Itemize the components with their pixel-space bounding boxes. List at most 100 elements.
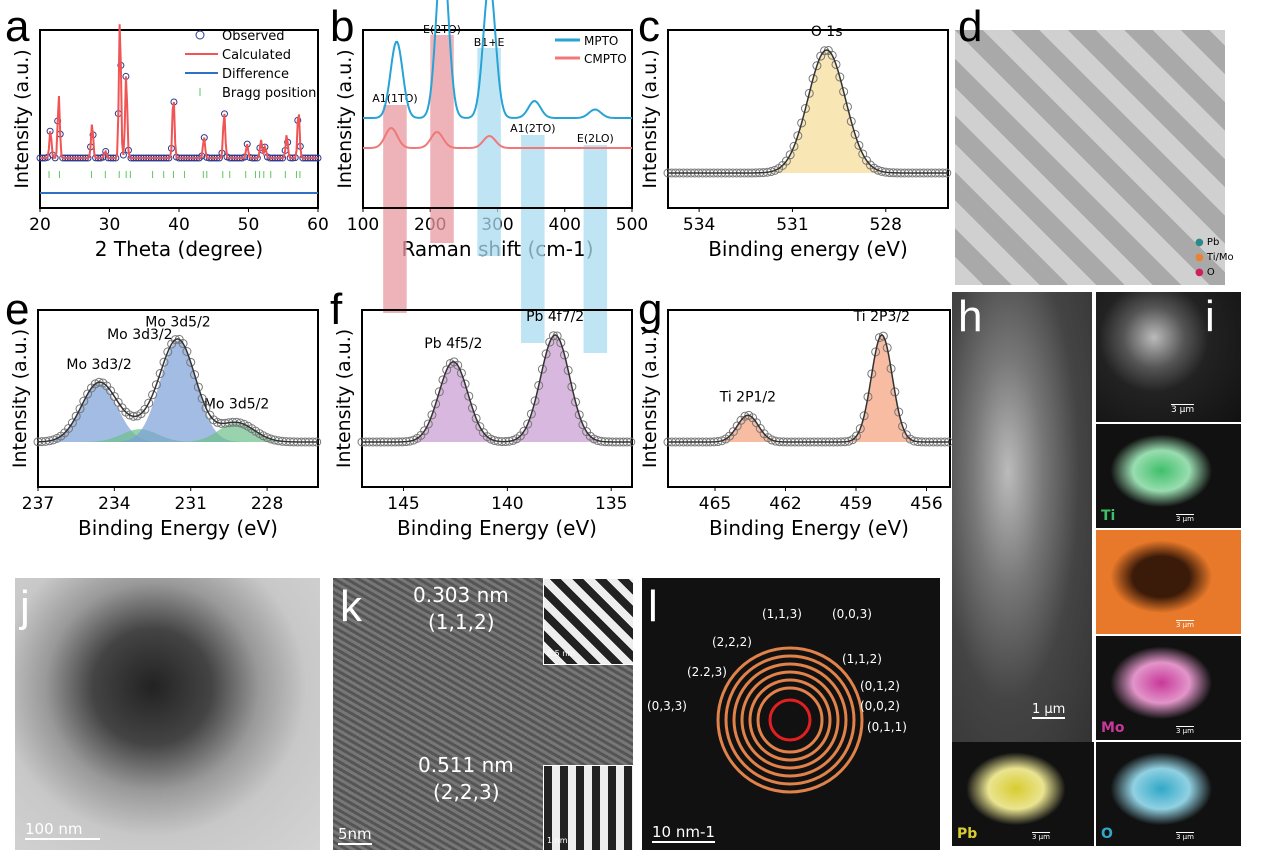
- data-point: [537, 364, 547, 374]
- data-point: [854, 140, 864, 150]
- panel-label-k: k: [340, 582, 362, 631]
- x-tick-label: 528: [870, 215, 902, 235]
- data-point: [839, 87, 849, 97]
- data-point: [560, 350, 569, 360]
- data-point: [812, 61, 822, 71]
- panel-label-j: j: [20, 582, 30, 631]
- element-label: O: [1101, 826, 1113, 842]
- peak-fill: [165, 422, 308, 442]
- data-point: [193, 382, 203, 392]
- data-point: [894, 407, 904, 417]
- scale-bar-l: 10 nm-1: [652, 823, 715, 843]
- legend-label: Observed: [222, 29, 285, 44]
- peak-fill: [395, 361, 512, 442]
- x-tick-label: 135: [595, 494, 627, 514]
- plot-frame: [667, 309, 951, 488]
- data-point: [846, 116, 856, 126]
- x-tick-label: 50: [238, 215, 260, 235]
- x-tick-label: 237: [22, 494, 54, 514]
- y-axis-label: Intensity (a.u.): [11, 49, 33, 188]
- data-point: [420, 426, 430, 436]
- band-label: A1(1TO): [372, 92, 417, 105]
- data-point: [800, 104, 810, 114]
- y-axis-label: Intensity (a.u.): [9, 329, 31, 468]
- peak-label: O 1s: [811, 24, 843, 40]
- eds-map-O: O 3 μm: [1096, 742, 1241, 846]
- data-point: [556, 338, 566, 348]
- sem-image: 1 μm: [952, 292, 1092, 742]
- data-point: [523, 419, 533, 429]
- panel-label-l: l: [648, 582, 658, 631]
- panel-label-e: e: [5, 285, 30, 334]
- data-point: [163, 347, 173, 357]
- series-line-CMPTO: [362, 126, 632, 149]
- legend-label: Calculated: [222, 48, 291, 63]
- chart-b: 100200300400500Raman shift (cm-1)Intensi…: [334, 0, 648, 353]
- peak-label: Pb 4f5/2: [424, 336, 482, 352]
- peak-label: Mo 3d3/2: [66, 357, 131, 373]
- data-point: [460, 379, 470, 389]
- ring-label: (0,3,3): [647, 699, 687, 713]
- data-point: [67, 418, 77, 428]
- x-axis-label: Binding Energy (eV): [78, 516, 278, 540]
- scale-bar: 3 μm: [1176, 726, 1194, 735]
- data-point: [471, 413, 481, 423]
- data-point: [201, 403, 211, 413]
- panel-label-d: d: [958, 2, 983, 51]
- scale-bar: 3 μm: [1176, 514, 1194, 523]
- x-axis-label: Binding Energy (eV): [397, 516, 597, 540]
- chart-a: 20 30 40 50 60 2 Theta (degree) Intensity (a.u…: [11, 24, 329, 261]
- eds-sem-tile: 3 μm: [1096, 292, 1241, 422]
- diffraction-ring: [716, 646, 864, 794]
- ring-label: (0,0,2): [860, 699, 900, 713]
- ring-label: (2.2,3): [687, 665, 727, 679]
- data-point: [526, 409, 536, 419]
- x-tick-label: 40: [168, 215, 190, 235]
- scale-bar: 3 μm: [1176, 832, 1194, 841]
- band-label: E(2LO): [577, 132, 614, 145]
- peak-label: Ti 2P3/2: [853, 309, 910, 325]
- data-point: [94, 377, 104, 387]
- plot-frame: [361, 309, 633, 488]
- diffraction-ring: [756, 686, 824, 754]
- plane-1: (1,1,2): [428, 610, 495, 634]
- diffraction-ring: [748, 678, 832, 762]
- data-point: [593, 436, 603, 446]
- data-point: [186, 357, 196, 367]
- data-point: [808, 74, 818, 84]
- scale-bar-h: 1 μm: [1032, 702, 1066, 719]
- data-point: [151, 380, 161, 390]
- peak-fill: [497, 335, 614, 442]
- legend-timo: Ti/Mo: [1206, 252, 1234, 263]
- data-point: [159, 357, 169, 367]
- scale-bar-k: 5nm: [338, 825, 372, 845]
- data-point: [490, 436, 500, 446]
- scale-bar-i: 3 μm: [1171, 404, 1195, 415]
- d-spacing-2: 0.511 nm: [418, 753, 514, 777]
- plane-2: (2,2,3): [433, 780, 500, 804]
- data-point: [464, 391, 474, 401]
- data-point: [831, 59, 841, 69]
- eds-map-Ti: Ti 3 μm: [1096, 424, 1241, 528]
- data-point: [717, 436, 727, 446]
- data-point: [842, 102, 852, 112]
- scale-bar: 3 μm: [1176, 620, 1194, 629]
- crystal-legend: ● Pb ● Ti/Mo ● O: [1195, 237, 1234, 278]
- ring-label: (1,1,2): [842, 652, 882, 666]
- data-point: [851, 431, 861, 441]
- y-axis-label: Intensity (a.u.): [639, 329, 661, 468]
- panel-label-h: h: [958, 292, 983, 341]
- data-point: [530, 396, 540, 406]
- x-tick-label: 500: [616, 215, 648, 235]
- band: [477, 48, 501, 256]
- band: [583, 145, 608, 353]
- data-point: [148, 390, 158, 400]
- diffraction-ring: [724, 654, 856, 786]
- data-point: [71, 411, 81, 421]
- x-tick-label: 459: [840, 494, 872, 514]
- x-tick-label: 400: [549, 215, 581, 235]
- data-point: [155, 368, 165, 378]
